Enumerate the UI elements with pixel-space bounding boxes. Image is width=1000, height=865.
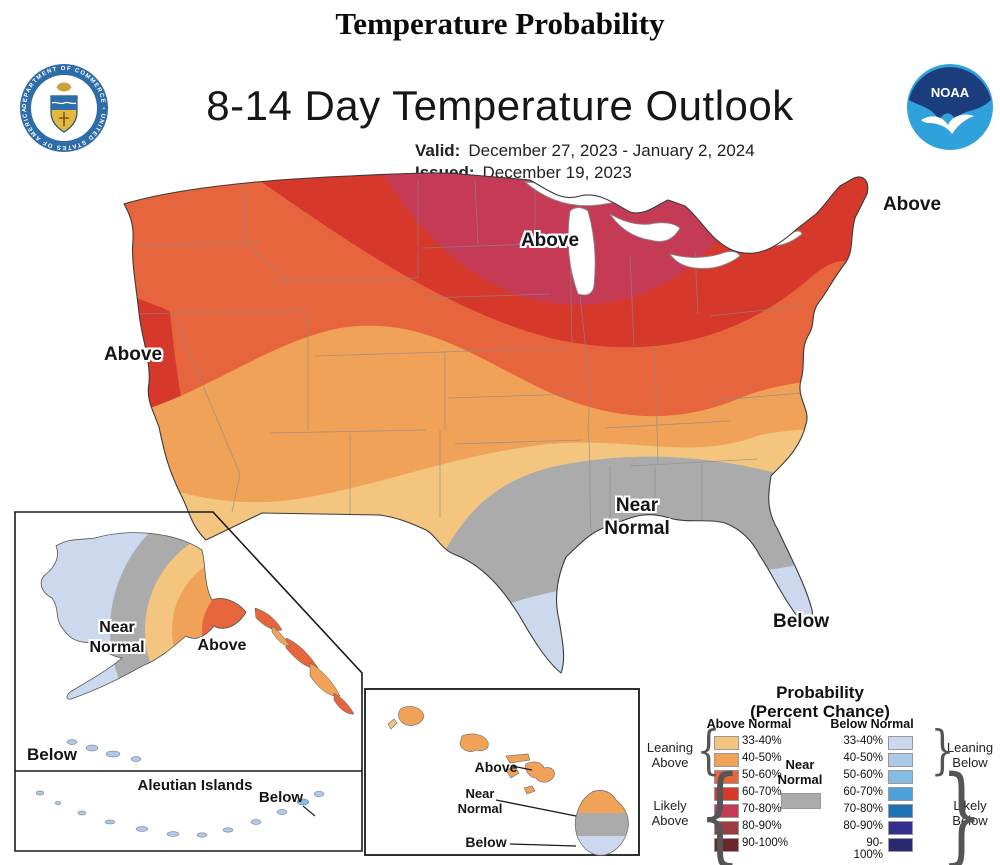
aleutian-islets [35, 739, 325, 838]
legend-subtitle: (Percent Chance) [750, 702, 890, 721]
aleutian-below-label: Below [258, 789, 304, 806]
legend-row: 33-40% 33-40% [640, 735, 1000, 750]
likely-above-label: Likely Above [651, 798, 689, 828]
issued-value: December 19, 2023 [482, 163, 632, 182]
above-range-label: 33-40% [742, 735, 782, 747]
hawaii-label-near-normal: Near Normal [457, 786, 503, 816]
valid-label: Valid: [415, 141, 461, 160]
below-range-label: 80-90% [843, 820, 883, 832]
below-swatch-40-50 [888, 753, 913, 767]
legend-row: 50-60% 50-60% [640, 769, 1000, 784]
above-swatch-70-80 [714, 804, 739, 818]
map-label-above-west: Above [103, 344, 163, 365]
above-range-label: 50-60% [742, 769, 782, 781]
above-range-label: 80-90% [742, 820, 782, 832]
valid-line: Valid: December 27, 2023 - January 2, 202… [415, 140, 755, 162]
below-swatch-90-100 [888, 838, 913, 852]
noaa-logo: NOAA [907, 64, 993, 150]
above-range-label: 60-70% [742, 786, 782, 798]
below-swatch-80-90 [888, 821, 913, 835]
below-swatch-70-80 [888, 804, 913, 818]
aleutian-below-pointer [302, 805, 316, 817]
map-label-above-north: Above [520, 230, 580, 251]
hawaii-inset-map [364, 688, 640, 856]
below-range-label: 33-40% [843, 735, 883, 747]
legend-title: Probability [776, 683, 864, 702]
alaska-label-below: Below [26, 745, 78, 764]
alaska-panhandle [254, 607, 355, 715]
below-range-label: 50-60% [843, 769, 883, 781]
below-swatch-60-70 [888, 787, 913, 801]
below-range-label: 40-50% [843, 752, 883, 764]
doc-seal-logo: DEPARTMENT OF COMMERCE • UNITED STATES O… [18, 62, 108, 152]
alaska-inset-border [14, 511, 363, 852]
above-swatch-60-70 [714, 787, 739, 801]
above-swatch-33-40 [714, 736, 739, 750]
leaning-below-brace-icon: } [930, 721, 955, 781]
below-range-label: 70-80% [843, 803, 883, 815]
alaska-inset-map [14, 511, 363, 852]
above-swatch-90-100 [714, 838, 739, 852]
leaning-above-label: Leaning Above [646, 740, 694, 770]
likely-above-brace-icon: { [698, 753, 741, 865]
hawaiian-islands [387, 706, 555, 795]
noaa-gull-icon [921, 114, 974, 134]
legend-row: 40-50% 40-50% [640, 752, 1000, 767]
above-swatch-80-90 [714, 821, 739, 835]
above-range-label: 90-100% [742, 837, 789, 849]
below-swatch-33-40 [888, 736, 913, 750]
legend-near-normal-label: Near Normal [777, 757, 823, 787]
hawaii-label-above: Above [474, 759, 518, 775]
alaska-bands [41, 532, 247, 700]
hawaii-label-below: Below [465, 834, 507, 850]
above-swatch-50-60 [714, 770, 739, 784]
below-swatch-50-60 [888, 770, 913, 784]
probability-legend: Probability (Percent Chance) Above Norma… [640, 683, 1000, 865]
map-label-near-normal-southeast: Near Normal [604, 495, 670, 539]
aleutian-islands-title: Aleutian Islands [137, 777, 253, 794]
legend-row: 70-80% 70-80% [640, 803, 1000, 818]
valid-value: December 27, 2023 - January 2, 2024 [468, 141, 755, 160]
main-title: 8-14 Day Temperature Outlook [206, 82, 794, 129]
alaska-label-above: Above [197, 637, 247, 654]
above-range-label: 40-50% [742, 752, 782, 764]
legend-row: 60-70% 60-70% [640, 786, 1000, 801]
leaning-above-brace-icon: { [696, 721, 721, 781]
map-label-below-florida: Below [773, 611, 829, 632]
below-range-label: 60-70% [843, 786, 883, 798]
leaning-below-label: Leaning Below [946, 740, 994, 770]
above-range-label: 70-80% [742, 803, 782, 815]
likely-below-brace-icon: } [940, 753, 983, 865]
near-normal-swatch [781, 793, 821, 809]
legend-above-normal-header: Above Normal [706, 717, 792, 731]
above-swatch-40-50 [714, 753, 739, 767]
state-borders [124, 176, 803, 548]
below-range-label: 90-100% [853, 837, 883, 861]
alaska-label-near-normal: Near Normal [89, 619, 145, 656]
legend-row: 80-90% 80-90% [640, 820, 1000, 835]
page-title: Temperature Probability [335, 6, 665, 41]
hawaii-pointers [495, 765, 577, 847]
noaa-logo-text: NOAA [931, 85, 970, 100]
legend-row: 90-100% 90-100% [640, 837, 1000, 861]
likely-below-label: Likely Below [952, 798, 988, 828]
conus-outlook-map [123, 172, 869, 674]
legend-below-normal-header: Below Normal [830, 717, 914, 731]
map-label-above-northeast: Above [882, 194, 942, 215]
